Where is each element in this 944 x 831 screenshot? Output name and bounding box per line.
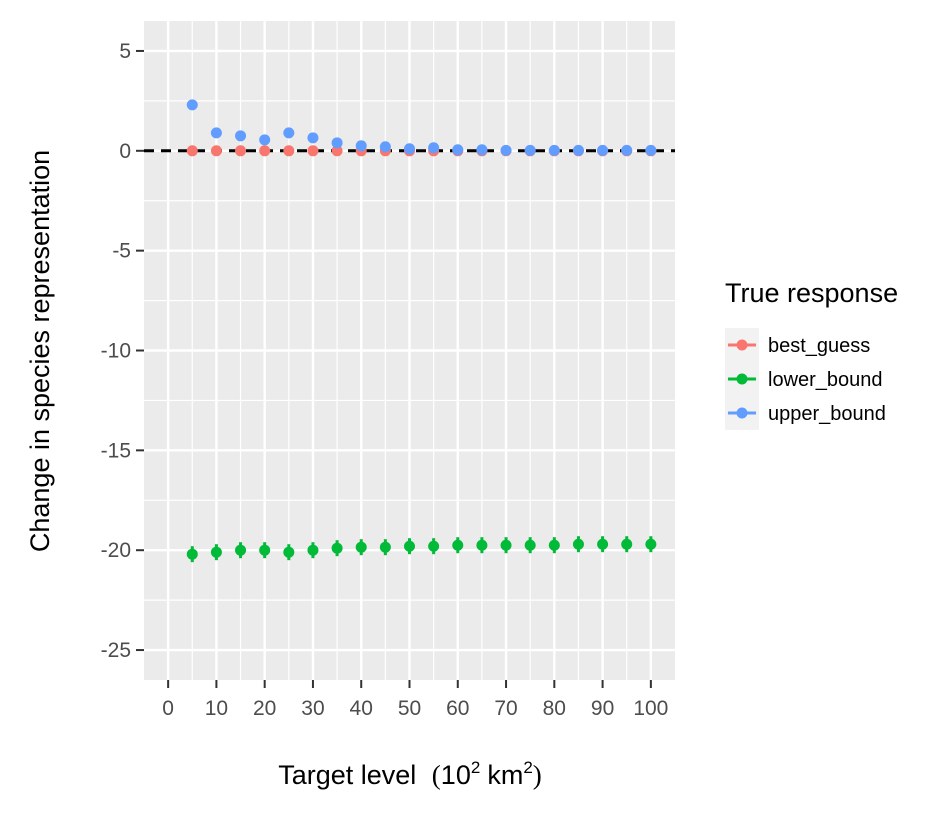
data-point <box>186 145 198 157</box>
y-tick-label: -25 <box>101 639 131 662</box>
data-point <box>572 144 584 156</box>
x-tick-label: 100 <box>633 697 668 720</box>
data-point <box>404 540 415 552</box>
data-point <box>331 137 343 149</box>
data-point <box>259 134 271 146</box>
data-point <box>524 539 536 551</box>
data-point <box>210 127 222 139</box>
legend-label: upper_bound <box>768 403 886 425</box>
data-point <box>307 145 319 157</box>
data-point <box>621 538 633 550</box>
x-tick-label: 70 <box>494 697 517 720</box>
data-point <box>452 144 464 156</box>
data-point <box>452 539 464 551</box>
data-point <box>186 548 198 560</box>
data-point <box>283 145 295 157</box>
y-tick-label: 0 <box>119 140 131 163</box>
legend-label: lower_bound <box>768 369 883 391</box>
data-point <box>210 546 222 558</box>
y-axis-title: Change in species representation <box>25 150 55 552</box>
data-point <box>259 544 271 556</box>
y-tick-label: -10 <box>101 340 131 363</box>
data-point <box>428 142 440 154</box>
data-point <box>235 145 247 157</box>
x-axis-title-text: Target level <box>278 760 416 790</box>
x-axis-unit-base-exp: 2 <box>471 758 480 777</box>
data-point <box>235 130 247 142</box>
data-point <box>572 538 584 550</box>
y-tick-label: -5 <box>112 240 131 263</box>
data-point <box>331 145 343 157</box>
data-point <box>597 538 609 550</box>
x-tick-label: 40 <box>350 697 373 720</box>
data-point <box>331 542 343 554</box>
legend-label: best_guess <box>768 335 870 357</box>
legend-key-upper_bound <box>725 396 759 430</box>
series-lower_bound <box>186 536 657 563</box>
y-tick-label: -20 <box>101 539 131 562</box>
data-point <box>235 544 247 556</box>
data-point <box>500 539 512 551</box>
legend-key-best_guess <box>725 328 759 362</box>
x-axis: 0 10 20 30 40 50 60 70 80 90 100 <box>162 680 668 720</box>
data-point <box>645 144 657 156</box>
legend-key-lower_bound <box>725 362 759 396</box>
y-tick-label: -15 <box>101 439 131 462</box>
data-point <box>355 541 367 553</box>
x-tick-label: 90 <box>591 697 614 720</box>
legend-key-point <box>736 339 748 351</box>
data-point <box>548 539 560 551</box>
data-point <box>428 540 440 552</box>
data-point <box>476 539 488 551</box>
data-point <box>621 144 633 156</box>
x-tick-label: 0 <box>162 697 174 720</box>
x-axis-unit-exp: 2 <box>523 758 532 777</box>
data-point <box>524 144 536 156</box>
x-tick-label: 20 <box>253 697 276 720</box>
x-tick-label: 60 <box>446 697 469 720</box>
x-axis-title-close-paren: ) <box>533 760 542 790</box>
data-point <box>307 132 319 144</box>
x-axis-title: Target level (102 km2) <box>278 758 542 790</box>
y-axis: 5 0 -5 -10 -15 -20 -25 <box>101 40 144 662</box>
data-point <box>476 144 488 156</box>
x-tick-label: 50 <box>398 697 421 720</box>
data-point <box>186 99 198 111</box>
x-tick-label: 80 <box>543 697 566 720</box>
data-point <box>355 140 367 152</box>
series-upper_bound <box>186 99 657 156</box>
data-point <box>283 127 295 139</box>
data-point <box>283 546 295 558</box>
data-point <box>210 145 222 157</box>
data-point <box>645 538 657 550</box>
x-tick-label: 10 <box>205 697 228 720</box>
data-point <box>379 141 391 153</box>
data-point <box>379 541 391 553</box>
legend-title: True response <box>725 278 898 308</box>
legend: True response best_guess lower_boundupper… <box>725 278 898 430</box>
x-tick-label: 30 <box>301 697 324 720</box>
data-point <box>259 145 271 157</box>
data-marks <box>186 99 657 563</box>
data-point <box>597 144 609 156</box>
data-point <box>548 144 560 156</box>
data-point <box>307 544 319 556</box>
x-axis-unit-base: 10 <box>441 760 471 790</box>
data-point <box>404 143 415 155</box>
x-axis-title-open-paren: ( <box>432 760 441 790</box>
legend-key-point <box>736 373 748 385</box>
data-point <box>500 144 512 156</box>
legend-key-point <box>736 407 748 419</box>
x-axis-unit: km <box>487 760 523 790</box>
y-tick-label: 5 <box>119 40 131 63</box>
